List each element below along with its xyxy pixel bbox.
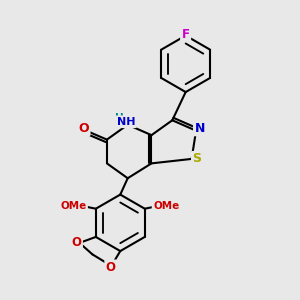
Text: O: O: [71, 236, 82, 249]
Text: F: F: [182, 28, 190, 40]
Text: NH: NH: [117, 117, 136, 127]
Text: O: O: [106, 261, 116, 274]
Text: OMe: OMe: [60, 201, 87, 211]
Text: F: F: [182, 28, 190, 40]
Text: S: S: [193, 152, 202, 165]
Text: N: N: [194, 122, 205, 135]
Text: OMe: OMe: [153, 201, 179, 211]
Text: H: H: [115, 113, 124, 123]
Text: O: O: [78, 122, 89, 135]
